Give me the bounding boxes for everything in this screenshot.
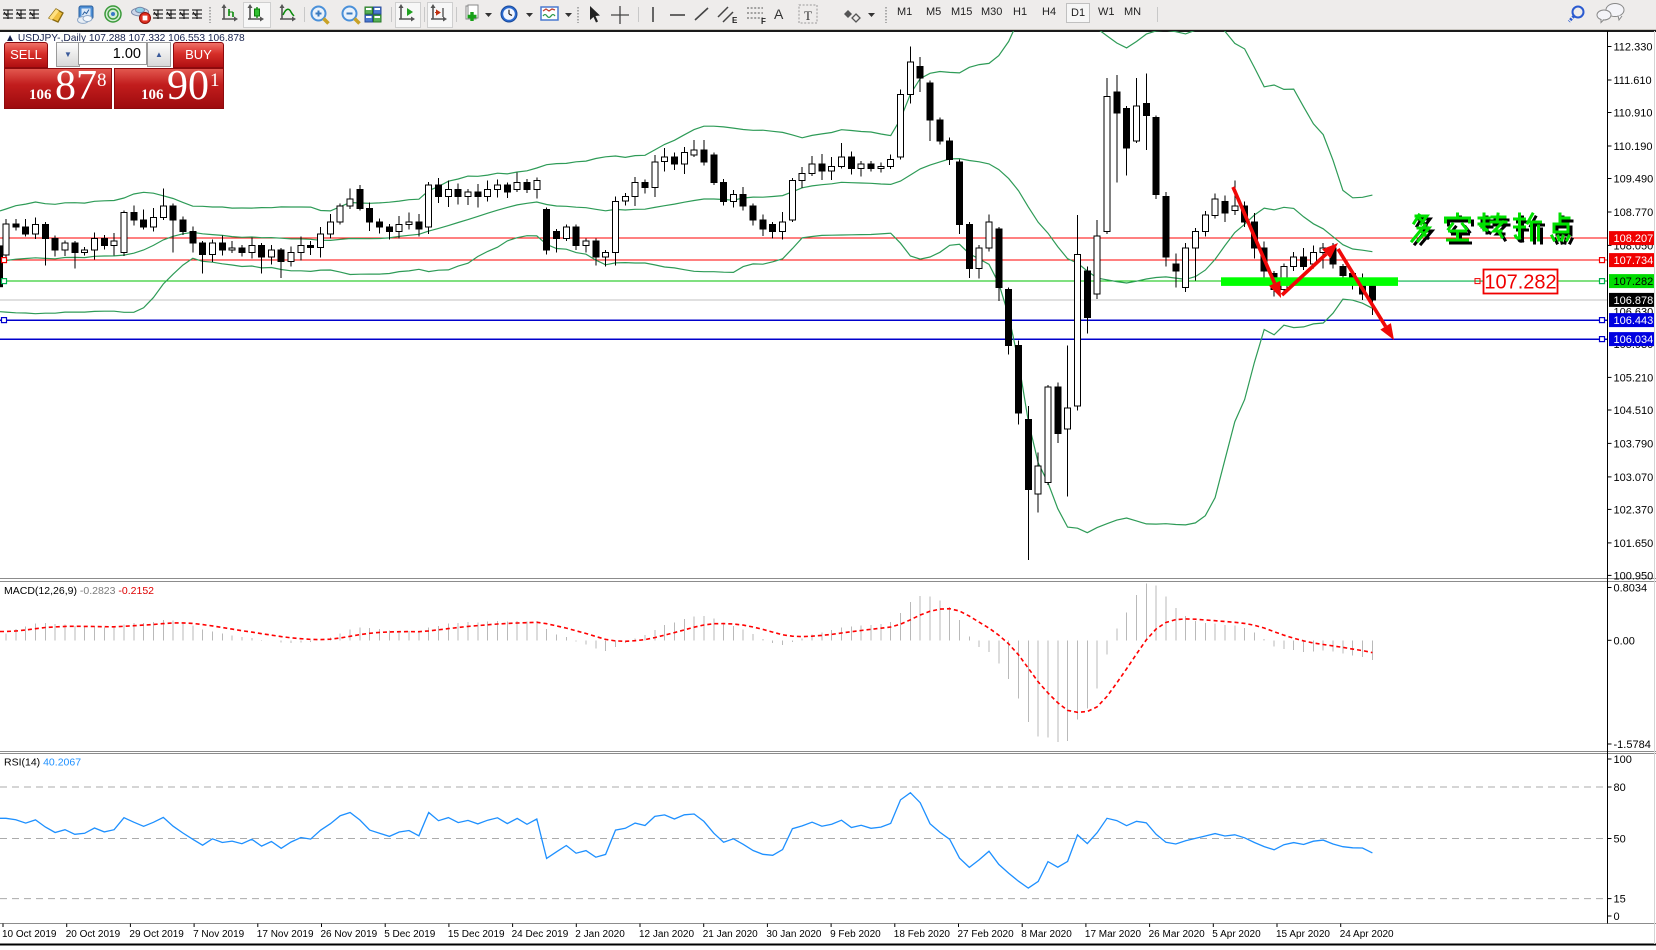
- svg-text:10 Oct 2019: 10 Oct 2019: [2, 929, 57, 940]
- svg-text:20 Oct 2019: 20 Oct 2019: [66, 929, 121, 940]
- svg-text:8 Mar 2020: 8 Mar 2020: [1021, 929, 1072, 940]
- svg-text:101.650: 101.650: [1614, 538, 1654, 550]
- svg-text:112.330: 112.330: [1614, 42, 1653, 54]
- svg-text:26 Nov 2019: 26 Nov 2019: [321, 929, 378, 940]
- svg-text:24 Dec 2019: 24 Dec 2019: [512, 929, 569, 940]
- svg-text:107.734: 107.734: [1614, 255, 1654, 267]
- svg-text:7 Nov 2019: 7 Nov 2019: [193, 929, 245, 940]
- svg-text:15: 15: [1614, 894, 1626, 906]
- svg-text:106.443: 106.443: [1614, 315, 1654, 327]
- svg-text:18 Feb 2020: 18 Feb 2020: [894, 929, 951, 940]
- svg-text:15 Apr 2020: 15 Apr 2020: [1276, 929, 1330, 940]
- svg-text:100.950: 100.950: [1614, 570, 1654, 582]
- svg-text:24 Apr 2020: 24 Apr 2020: [1340, 929, 1394, 940]
- svg-text:107.282: 107.282: [1484, 272, 1556, 294]
- svg-text:110.910: 110.910: [1614, 108, 1653, 120]
- svg-text:5 Apr 2020: 5 Apr 2020: [1212, 929, 1261, 940]
- svg-text:108.207: 108.207: [1614, 233, 1654, 245]
- svg-text:15 Dec 2019: 15 Dec 2019: [448, 929, 505, 940]
- svg-text:103.070: 103.070: [1614, 472, 1654, 484]
- svg-text:2 Jan 2020: 2 Jan 2020: [575, 929, 625, 940]
- svg-text:RSI(14) 40.2067: RSI(14) 40.2067: [4, 757, 81, 769]
- svg-text:100: 100: [1614, 754, 1632, 766]
- svg-text:108.770: 108.770: [1614, 207, 1654, 219]
- svg-text:102.370: 102.370: [1614, 504, 1654, 516]
- svg-text:0: 0: [1614, 911, 1620, 923]
- svg-text:-1.5784: -1.5784: [1614, 739, 1651, 751]
- svg-text:111.610: 111.610: [1614, 75, 1652, 87]
- svg-text:21 Jan 2020: 21 Jan 2020: [703, 929, 758, 940]
- svg-text:103.790: 103.790: [1614, 438, 1654, 450]
- svg-text:5 Dec 2019: 5 Dec 2019: [384, 929, 436, 940]
- svg-text:107.282: 107.282: [1614, 276, 1654, 288]
- svg-text:MACD(12,26,9) -0.2823 -0.2152: MACD(12,26,9) -0.2823 -0.2152: [4, 585, 154, 597]
- svg-text:0.8034: 0.8034: [1614, 583, 1648, 595]
- svg-text:0.00: 0.00: [1614, 635, 1635, 647]
- svg-text:▲ USDJPY-,Daily 107.288 107.3: ▲ USDJPY-,Daily 107.288 107.332 106.553 …: [5, 33, 245, 44]
- svg-text:30 Jan 2020: 30 Jan 2020: [766, 929, 821, 940]
- svg-text:T: T: [804, 8, 812, 23]
- svg-text:9 Feb 2020: 9 Feb 2020: [830, 929, 881, 940]
- svg-text:104.510: 104.510: [1614, 405, 1654, 417]
- svg-text:109.490: 109.490: [1614, 174, 1654, 186]
- svg-text:17 Mar 2020: 17 Mar 2020: [1085, 929, 1142, 940]
- svg-text:17 Nov 2019: 17 Nov 2019: [257, 929, 314, 940]
- svg-text:E: E: [732, 16, 738, 25]
- svg-text:50: 50: [1614, 834, 1626, 846]
- svg-text:106.034: 106.034: [1614, 334, 1654, 346]
- svg-text:105.210: 105.210: [1614, 372, 1654, 384]
- svg-text:106.878: 106.878: [1614, 295, 1654, 307]
- svg-text:29 Oct 2019: 29 Oct 2019: [129, 929, 184, 940]
- svg-text:27 Feb 2020: 27 Feb 2020: [958, 929, 1015, 940]
- svg-text:12 Jan 2020: 12 Jan 2020: [639, 929, 694, 940]
- svg-text:F: F: [761, 17, 766, 26]
- svg-text:110.190: 110.190: [1614, 141, 1653, 153]
- svg-text:26 Mar 2020: 26 Mar 2020: [1149, 929, 1206, 940]
- svg-text:80: 80: [1614, 782, 1626, 794]
